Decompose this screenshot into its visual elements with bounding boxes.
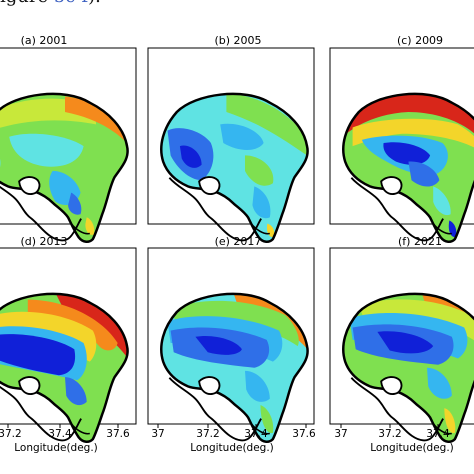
caption-suffix: ). xyxy=(88,0,101,7)
x-axis-label-middle: Longitude(deg.) xyxy=(190,442,274,454)
x-tick-label: 37.4 xyxy=(426,428,450,440)
x-tick-label: 37.4 xyxy=(48,428,72,440)
panel-frame-e xyxy=(147,247,315,425)
panel-frames xyxy=(0,47,474,425)
x-tick-label: 37.2 xyxy=(196,428,220,440)
panel-frame-b xyxy=(147,47,315,225)
x-tick-label: 37.6 xyxy=(292,428,316,440)
panel-frame-f xyxy=(329,247,474,425)
panel-frame-a xyxy=(0,47,137,225)
x-axis-label-right: Longitude(deg.) xyxy=(370,442,454,454)
x-tick-label: 37 xyxy=(334,428,348,440)
panel-title-b: (b) 2005 xyxy=(214,34,262,47)
x-axis-label-left: Longitude(deg.) xyxy=(14,442,98,454)
caption-figure-link[interactable]: 5c-f xyxy=(54,0,88,7)
map-panel-c xyxy=(342,92,474,243)
x-tick-label: 37 xyxy=(151,428,165,440)
x-tick-label: 37.4 xyxy=(244,428,268,440)
panel-title-a: (a) 2001 xyxy=(20,34,68,47)
x-tick-label: 37.2 xyxy=(378,428,402,440)
panel-title-c: (c) 2009 xyxy=(396,34,444,47)
map-panel-b xyxy=(160,92,309,243)
panel-frame-c xyxy=(329,47,474,225)
figure-caption-fragment: igure 5c-f). xyxy=(0,0,101,7)
map-panel-f xyxy=(342,292,474,443)
x-tick-label: 37.6 xyxy=(106,428,130,440)
caption-prefix: igure xyxy=(0,0,54,7)
map-panel-e xyxy=(160,292,309,443)
map-panel-d xyxy=(0,292,129,443)
map-panel-a xyxy=(0,92,129,243)
x-tick-label: 37.2 xyxy=(0,428,22,440)
panel-frame-d xyxy=(0,247,137,425)
x-tick-marks xyxy=(7,424,439,428)
